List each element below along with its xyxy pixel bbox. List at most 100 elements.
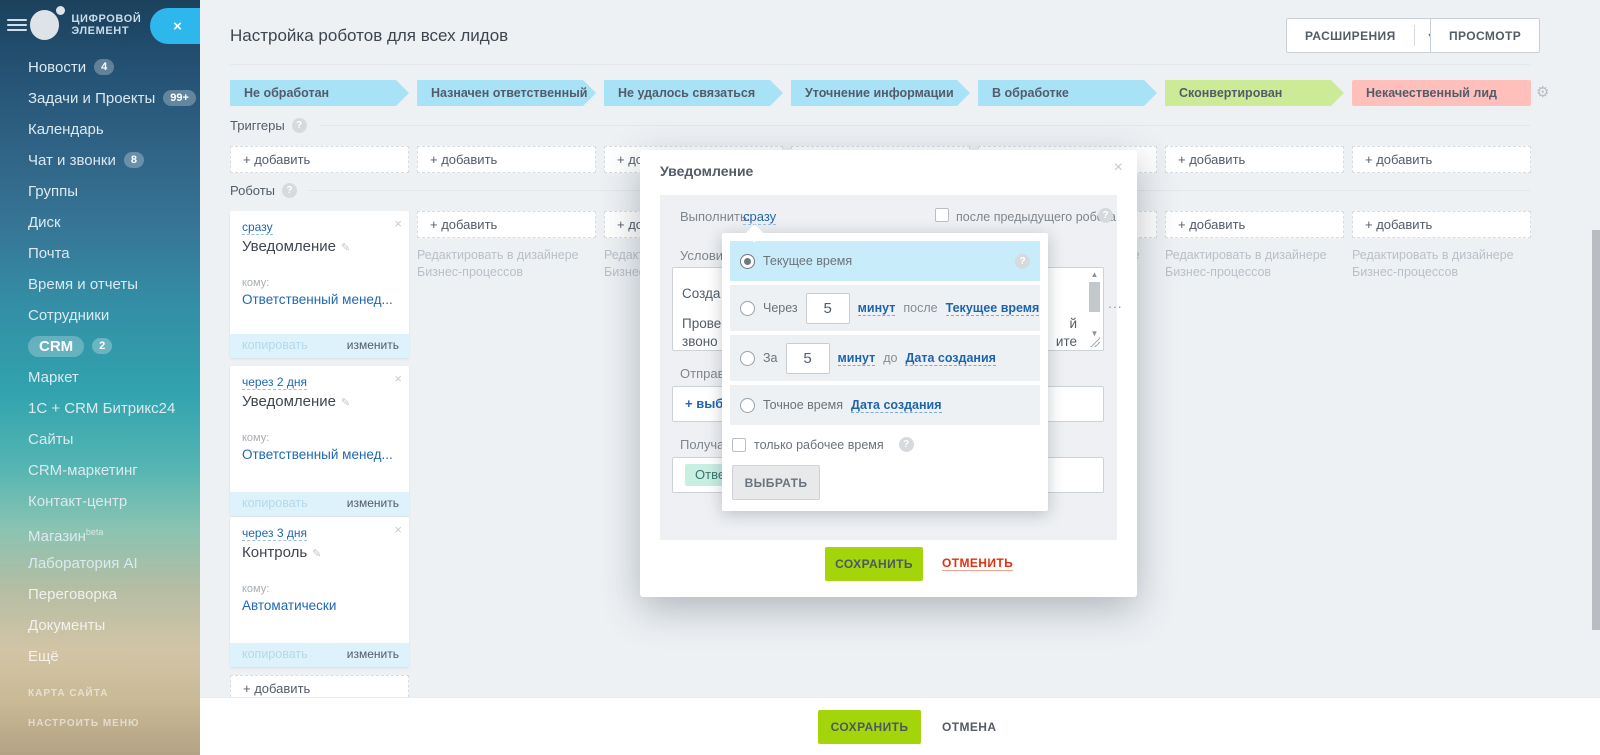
help-icon[interactable]: ? [291, 118, 307, 133]
stage-in-progress[interactable]: В обработке [978, 80, 1157, 106]
edit-pencil-icon[interactable]: ✎ [341, 397, 351, 409]
sidebar-item-groups[interactable]: Группы [28, 183, 78, 200]
delay-value-input[interactable] [785, 342, 830, 374]
unit-link[interactable]: минут [837, 350, 876, 366]
stage-responsible-assigned[interactable]: Назначен ответственный [417, 80, 596, 106]
robot-recipient-link[interactable]: Автоматически [242, 598, 337, 613]
save-button[interactable]: СОХРАНИТЬ [818, 710, 921, 744]
add-robot-button[interactable]: + добавить [417, 211, 596, 238]
modal-save-button[interactable]: СОХРАНИТЬ [825, 547, 923, 581]
option-current-time[interactable]: Текущее время ? [730, 241, 1040, 281]
edit-link[interactable]: изменить [346, 647, 399, 661]
delay-value-input[interactable] [805, 292, 850, 324]
robot-card[interactable]: × сразу Уведомление ✎ кому: Ответственный… [230, 211, 409, 358]
sitemap-link[interactable]: КАРТА САЙТА [28, 688, 109, 699]
sidebar-item-mail[interactable]: Почта [28, 245, 70, 262]
robot-when-link[interactable]: через 2 дня [242, 375, 307, 390]
copy-link[interactable]: копировать [242, 496, 308, 510]
scrollbar-thumb[interactable] [1089, 282, 1100, 312]
designer-note[interactable]: Редактировать в дизайнере Бизнес-процесс… [417, 248, 579, 279]
scroll-down-icon[interactable]: ▼ [1090, 329, 1099, 338]
sidebar-item-disk[interactable]: Диск [28, 214, 61, 231]
modal-cancel-link[interactable]: ОТМЕНИТЬ [942, 556, 1014, 571]
add-trigger-button[interactable]: + добавить [1352, 146, 1531, 173]
help-icon[interactable]: ? [282, 183, 298, 198]
edit-pencil-icon[interactable]: ✎ [312, 548, 322, 560]
radio-icon[interactable] [740, 350, 755, 366]
stage-clarify-info[interactable]: Уточнение информации [791, 80, 970, 106]
extensions-button[interactable]: РАСШИРЕНИЯ ▼ [1286, 18, 1449, 53]
sidebar-item-crm[interactable]: CRM 2 [28, 331, 194, 362]
sidebar-item-time-reports[interactable]: Время и отчеты [28, 276, 139, 293]
sidebar-item-crm-marketing[interactable]: CRM-маркетинг [28, 462, 138, 479]
edit-link[interactable]: изменить [346, 496, 399, 510]
close-icon[interactable]: × [394, 371, 402, 386]
add-robot-button[interactable]: + добавить [1165, 211, 1344, 238]
scroll-up-icon[interactable]: ▲ [1090, 270, 1099, 279]
work-time-checkbox[interactable] [732, 437, 746, 452]
sidebar-item-ai-lab[interactable]: Лаборатория AI [28, 555, 138, 572]
company-logo[interactable]: ЦИФРОВОЙ ЭЛЕМЕНТ [30, 6, 200, 40]
sidebar-item-more[interactable]: Ещё [28, 648, 59, 665]
hamburger-menu-icon[interactable] [7, 19, 27, 33]
edit-link[interactable]: изменить [346, 338, 399, 352]
close-icon[interactable]: × [394, 522, 402, 537]
option-exact-time[interactable]: Точное время Дата создания [730, 385, 1040, 425]
textarea-scrollbar[interactable]: ▲ ▼ [1088, 270, 1101, 348]
unit-link[interactable]: минут [857, 300, 896, 316]
add-trigger-button[interactable]: + добавить [230, 146, 409, 173]
designer-note[interactable]: Редактировать в дизайнере Бизнес-процесс… [1165, 248, 1327, 279]
add-robot-button[interactable]: + добавить [1352, 211, 1531, 238]
after-prev-robot-checkbox[interactable] [935, 208, 949, 222]
close-icon[interactable]: × [394, 216, 402, 231]
sidebar-item-meeting-room[interactable]: Переговорка [28, 586, 118, 603]
add-trigger-button[interactable]: + добавить [417, 146, 596, 173]
robot-card[interactable]: × через 2 дня Уведомление ✎ кому: Ответст… [230, 366, 409, 516]
help-icon[interactable]: ? [1015, 253, 1030, 269]
stage-not-processed[interactable]: Не обработан [230, 80, 409, 106]
robot-card[interactable]: × через 3 дня Контроль ✎ кому: Автоматиче… [230, 517, 409, 667]
sidebar-item-documents[interactable]: Документы [28, 617, 106, 634]
robot-recipient-link[interactable]: Ответственный менед... [242, 292, 393, 307]
radio-icon[interactable] [740, 253, 755, 269]
view-button[interactable]: ПРОСМОТР [1430, 18, 1541, 53]
execute-value-link[interactable]: сразу [743, 209, 777, 225]
close-icon[interactable]: × [1113, 159, 1123, 176]
sidebar-item-employees[interactable]: Сотрудники [28, 307, 110, 324]
edit-pencil-icon[interactable]: ✎ [341, 242, 351, 254]
option-after-delay[interactable]: Через минут после Текущее время [730, 285, 1040, 331]
page-scrollbar[interactable] [1592, 230, 1600, 630]
gear-icon[interactable]: ⚙ [1536, 84, 1550, 101]
add-trigger-button[interactable]: + добавить [1165, 146, 1344, 173]
sidebar-item-calendar[interactable]: Календарь [28, 121, 104, 138]
choose-button[interactable]: ВЫБРАТЬ [732, 465, 820, 500]
sidebar-item-tasks[interactable]: Задачи и Проекты 99+ [28, 83, 196, 114]
cancel-button[interactable]: ОТМЕНА [942, 720, 997, 734]
resize-handle[interactable] [1090, 337, 1100, 347]
sidebar-item-market[interactable]: Маркет [28, 369, 79, 386]
radio-icon[interactable] [740, 397, 755, 413]
help-icon[interactable]: ? [1098, 208, 1113, 223]
stage-junk-lead[interactable]: Некачественный лид [1352, 80, 1531, 106]
option-before-delay[interactable]: За минут до Дата создания [730, 335, 1040, 381]
robot-recipient-link[interactable]: Ответственный менед... [242, 447, 393, 462]
configure-menu-link[interactable]: НАСТРОИТЬ МЕНЮ [28, 718, 140, 729]
copy-link[interactable]: копировать [242, 338, 308, 352]
sidebar-item-news[interactable]: Новости 4 [28, 52, 194, 83]
anchor-time-link[interactable]: Дата создания [905, 350, 996, 366]
help-icon[interactable]: ? [898, 437, 914, 452]
designer-note[interactable]: Редактировать в дизайнере Бизнес-процесс… [1352, 248, 1514, 279]
anchor-time-link[interactable]: Текущее время [945, 300, 1040, 316]
copy-link[interactable]: копировать [242, 647, 308, 661]
sidebar-item-contact-center[interactable]: Контакт-центр [28, 493, 128, 510]
sidebar-item-chat[interactable]: Чат и звонки 8 [28, 145, 194, 176]
sidebar-item-sites[interactable]: Сайты [28, 431, 74, 448]
choose-sender-link[interactable]: + выбр [685, 396, 732, 411]
robot-when-link[interactable]: через 3 дня [242, 526, 307, 541]
robot-when-link[interactable]: сразу [242, 220, 273, 235]
stage-cannot-contact[interactable]: Не удалось связаться [604, 80, 783, 106]
stage-converted[interactable]: Сконвертирован [1165, 80, 1344, 106]
anchor-time-link[interactable]: Дата создания [851, 397, 942, 413]
sidebar-item-shop[interactable]: Магазинbeta [28, 527, 104, 545]
radio-icon[interactable] [740, 300, 755, 316]
